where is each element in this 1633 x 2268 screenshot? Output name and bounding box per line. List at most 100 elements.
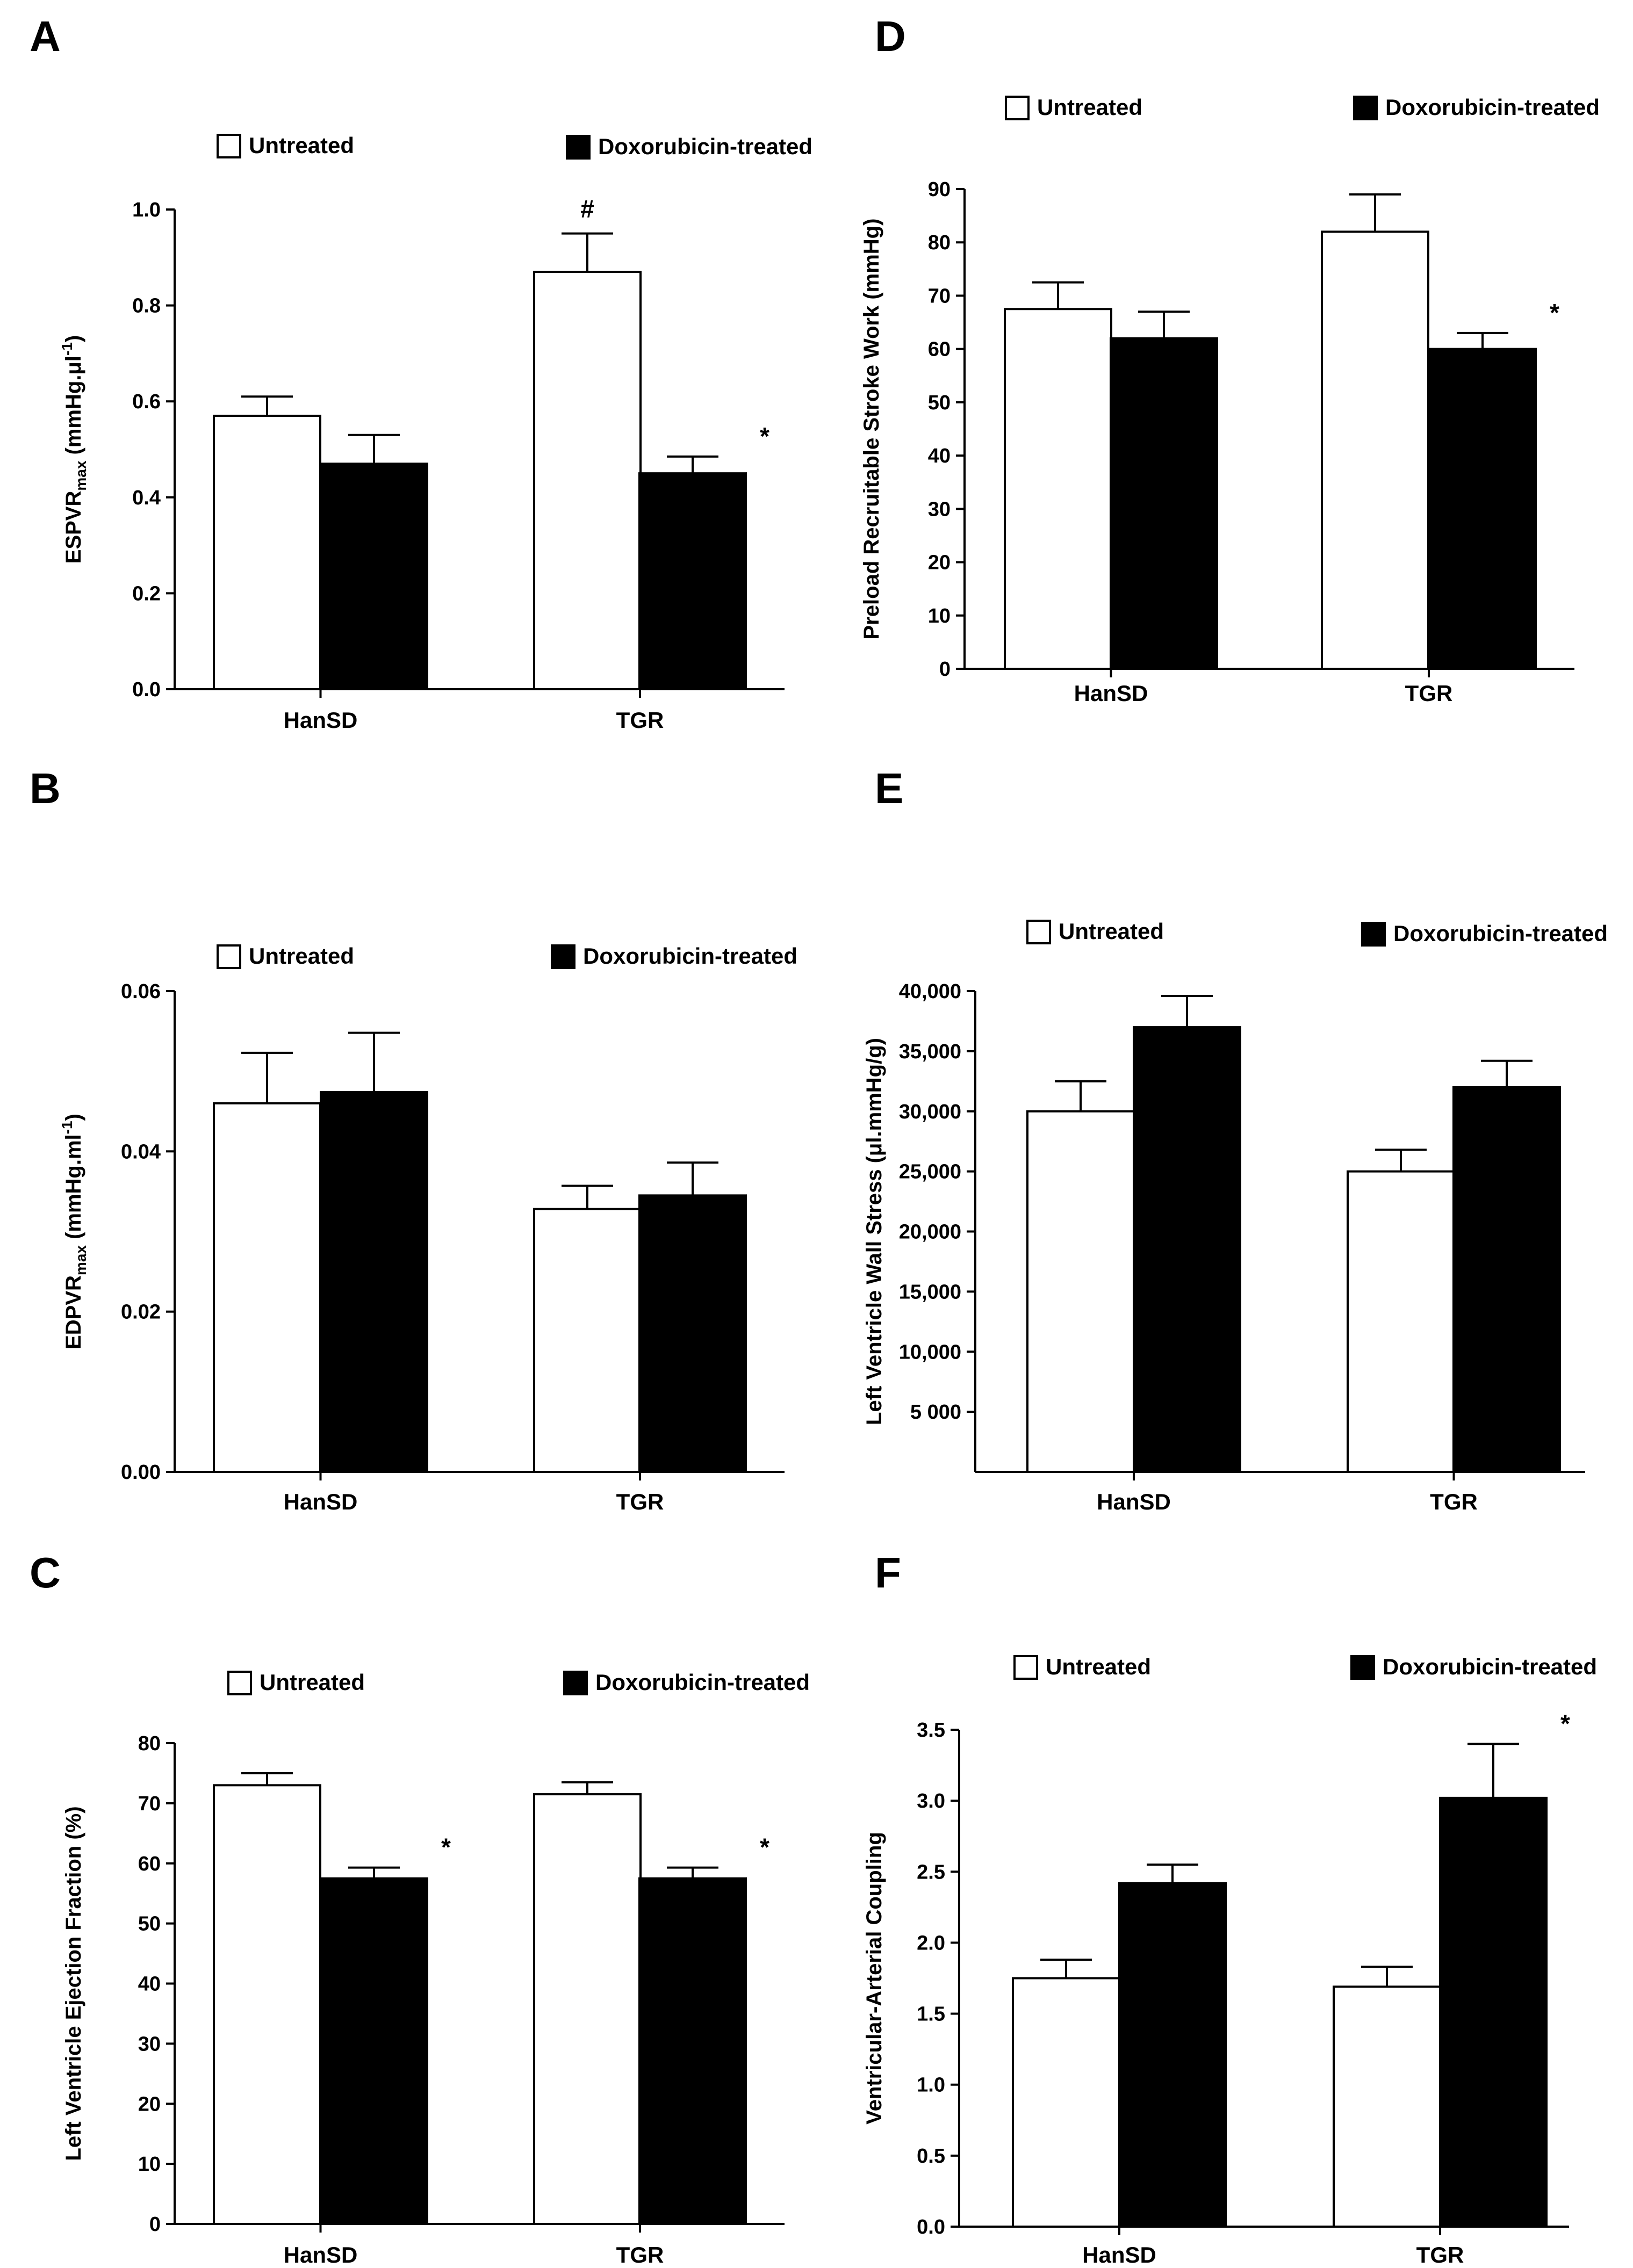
y-tick-label-a-5: 1.0 [132, 199, 161, 221]
x-category-label-e-tgr: TGR [1430, 1489, 1478, 1514]
y-tick-label-b-0: 0.00 [121, 1461, 161, 1484]
y-tick-label-b-3: 0.06 [121, 980, 161, 1003]
legend-label-treated-a: Doxorubicin-treated [598, 134, 812, 159]
y-tick-label-d-1: 10 [928, 605, 951, 627]
y-tick-label-d-0: 0 [939, 658, 951, 681]
y-tick-label-a-1: 0.2 [132, 582, 161, 605]
legend-swatch-untreated-f [1013, 1655, 1038, 1680]
y-tick-label-b-1: 0.02 [121, 1301, 161, 1324]
y-tick-label-f-3: 1.5 [917, 2003, 945, 2026]
bar-e-tgr-treated [1452, 1086, 1561, 1473]
bar-a-hansd-untreated [213, 414, 321, 690]
x-category-label-c-hansd: HanSD [284, 2242, 358, 2267]
bar-c-tgr-treated [638, 1877, 747, 2225]
y-axis-title-c: Left Ventricle Ejection Fraction (%) [62, 1806, 85, 2161]
bar-f-hansd-treated [1118, 1882, 1227, 2228]
y-tick-label-e-0: 5 000 [910, 1401, 961, 1424]
y-tick-label-c-8: 80 [138, 1732, 161, 1755]
panel-letter-c: C [30, 1549, 61, 1597]
y-tick-label-d-7: 70 [928, 285, 951, 307]
legend-label-treated-d: Doxorubicin-treated [1385, 95, 1600, 120]
legend-label-untreated-f: Untreated [1046, 1654, 1151, 1679]
legend-label-untreated-e: Untreated [1059, 919, 1164, 944]
panel-letter-b: B [30, 764, 61, 812]
bar-b-tgr-treated [638, 1194, 747, 1473]
bar-e-hansd-untreated [1026, 1110, 1135, 1473]
legend-swatch-treated-b [551, 944, 575, 969]
x-category-label-d-hansd: HanSD [1074, 681, 1148, 706]
y-tick-label-c-0: 0 [149, 2213, 161, 2236]
panel-letter-a: A [30, 12, 61, 60]
x-category-label-b-hansd: HanSD [284, 1489, 358, 1514]
y-tick-label-c-1: 10 [138, 2153, 161, 2176]
y-tick-label-f-2: 1.0 [917, 2074, 945, 2097]
y-tick-label-d-5: 50 [928, 392, 951, 414]
x-category-label-d-tgr: TGR [1405, 681, 1453, 706]
y-tick-label-e-3: 20,000 [899, 1221, 961, 1244]
bar-b-hansd-untreated [213, 1102, 321, 1473]
legend-swatch-untreated-b [217, 944, 241, 969]
x-category-label-f-hansd: HanSD [1082, 2242, 1156, 2267]
y-tick-label-f-5: 2.5 [917, 1861, 945, 1883]
y-axis-title-e: Left Ventricle Wall Stress (μl.mmHg/g) [862, 1038, 886, 1425]
legend-swatch-treated-d [1353, 96, 1378, 120]
legend-label-treated-e: Doxorubicin-treated [1393, 921, 1608, 946]
legend-swatch-untreated-c [227, 1671, 252, 1695]
y-axis-title-b: EDPVRmax (mmHg.ml-1) [59, 1114, 89, 1349]
legend-label-untreated-d: Untreated [1037, 95, 1142, 120]
x-category-label-a-hansd: HanSD [284, 707, 358, 733]
panel-letter-d: D [875, 12, 906, 60]
y-tick-label-e-2: 15,000 [899, 1281, 961, 1303]
y-tick-label-f-6: 3.0 [917, 1790, 945, 1812]
y-tick-label-d-3: 30 [928, 498, 951, 521]
y-tick-label-a-0: 0.0 [132, 678, 161, 701]
y-axis-title-a: ESPVRmax (mmHg.μl-1) [59, 335, 89, 564]
y-tick-label-f-1: 0.5 [917, 2145, 945, 2168]
y-tick-label-d-9: 90 [928, 178, 951, 201]
legend-label-untreated-b: Untreated [249, 943, 354, 969]
y-tick-label-e-1: 10,000 [899, 1341, 961, 1363]
bar-d-hansd-untreated [1004, 308, 1112, 670]
legend-label-untreated-c: Untreated [260, 1670, 365, 1695]
y-tick-label-a-4: 0.8 [132, 295, 161, 317]
x-category-label-a-tgr: TGR [616, 707, 664, 733]
significance-mark-a-tgr-treated: * [760, 422, 769, 450]
bar-b-hansd-treated [320, 1090, 428, 1473]
x-category-label-b-tgr: TGR [616, 1489, 664, 1514]
y-tick-label-d-6: 60 [928, 338, 951, 361]
panel-letter-e: E [875, 764, 903, 812]
y-tick-label-b-2: 0.04 [121, 1140, 161, 1163]
y-tick-label-d-4: 40 [928, 445, 951, 467]
bar-c-hansd-treated [320, 1877, 428, 2225]
bar-e-hansd-treated [1133, 1026, 1241, 1473]
significance-mark-c-hansd-treated: * [441, 1833, 451, 1861]
x-category-label-f-tgr: TGR [1416, 2242, 1464, 2267]
legend-label-untreated-a: Untreated [249, 133, 354, 158]
y-tick-label-c-5: 50 [138, 1913, 161, 1935]
significance-mark-a-tgr-untreated: # [580, 195, 594, 223]
legend-swatch-untreated-e [1026, 920, 1051, 944]
y-tick-label-f-7: 3.5 [917, 1719, 945, 1742]
bar-a-tgr-treated [638, 472, 747, 691]
legend-swatch-treated-a [566, 135, 591, 160]
bar-f-tgr-treated [1439, 1796, 1548, 2228]
bar-d-tgr-untreated [1321, 230, 1429, 670]
bar-e-tgr-untreated [1347, 1170, 1455, 1473]
y-axis-title-d: Preload Recruitable Stroke Work (mmHg) [860, 219, 883, 640]
bar-d-hansd-treated [1110, 337, 1218, 670]
legend-swatch-untreated-a [217, 134, 241, 158]
panel-letter-f: F [875, 1549, 901, 1597]
significance-mark-d-tgr-treated: * [1550, 299, 1559, 327]
y-tick-label-e-6: 35,000 [899, 1041, 961, 1063]
legend-swatch-treated-c [563, 1671, 588, 1695]
y-tick-label-a-2: 0.4 [132, 487, 161, 509]
y-tick-label-d-2: 20 [928, 552, 951, 574]
y-tick-label-f-4: 2.0 [917, 1932, 945, 1954]
bar-a-hansd-treated [320, 463, 428, 690]
legend-label-treated-b: Doxorubicin-treated [583, 943, 797, 969]
significance-mark-c-tgr-treated: * [760, 1833, 769, 1861]
bar-c-hansd-untreated [213, 1784, 321, 2225]
legend-label-treated-f: Doxorubicin-treated [1383, 1654, 1597, 1679]
y-axis-title-f: Ventricular-Arterial Coupling [862, 1832, 886, 2125]
